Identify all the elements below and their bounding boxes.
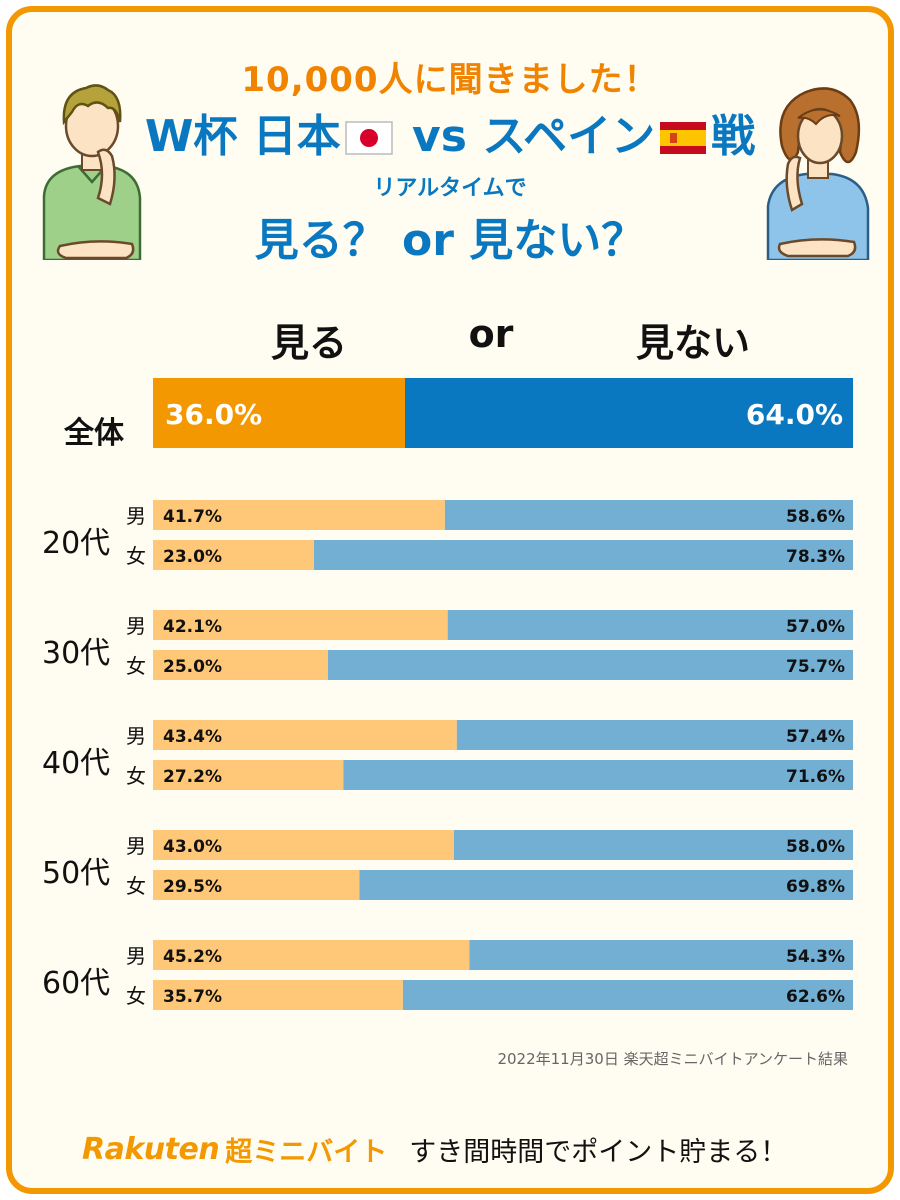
sex-label: 女 (126, 544, 146, 568)
total-watch-label: 36.0% (165, 398, 262, 431)
title-line-4: 見る？ or 見ない？ (254, 215, 646, 266)
not-watch-value-label: 69.8% (786, 877, 845, 897)
rakuten-logo: Rakuten (82, 1132, 220, 1167)
not-watch-bar (444, 500, 853, 530)
watch-value-label: 42.1% (163, 617, 222, 637)
watch-bar (153, 940, 470, 970)
total-not-watch-bar (405, 378, 853, 448)
not-watch-bar (454, 830, 853, 860)
sex-label: 女 (126, 764, 146, 788)
title-line-1: 10,000人に聞きました！ (241, 60, 659, 100)
infographic-card: 10,000人に聞きました！ W杯 日本 vs スペイン 戦 リアルタイムで 見る… (6, 6, 894, 1194)
watch-value-label: 29.5% (163, 877, 222, 897)
watch-bar (153, 830, 454, 860)
not-watch-value-label: 75.7% (786, 657, 845, 677)
watch-value-label: 25.0% (163, 657, 222, 677)
watch-bar (153, 650, 328, 680)
watch-value-label: 45.2% (163, 947, 222, 967)
watch-bar (153, 760, 344, 790)
title-line-2: W杯 日本 vs スペイン 戦 (12, 100, 888, 164)
watch-bar (153, 870, 360, 900)
total-label: 全体 (64, 416, 124, 451)
title-japan-text: W杯 日本 (144, 111, 341, 162)
not-watch-value-label: 62.6% (786, 987, 845, 1007)
watch-value-label: 35.7% (163, 987, 222, 1007)
not-watch-bar (469, 940, 853, 970)
title-match-text: 戦 (711, 111, 756, 162)
sex-label: 男 (126, 504, 146, 528)
not-watch-value-label: 58.0% (786, 837, 845, 857)
spain-flag-icon (660, 122, 707, 154)
sex-label: 男 (126, 614, 146, 638)
header-watch: 見る (270, 321, 348, 365)
not-watch-bar (359, 870, 853, 900)
not-watch-value-label: 57.4% (786, 727, 845, 747)
age-label-20代: 20代 (42, 526, 110, 561)
japan-flag-icon (344, 121, 393, 155)
not-watch-bar (447, 610, 853, 640)
thinking-woman-illustration (766, 87, 870, 260)
watch-value-label: 27.2% (163, 767, 222, 787)
not-watch-bar (402, 980, 853, 1010)
sex-label: 女 (126, 874, 146, 898)
thinking-man-illustration (42, 84, 142, 260)
sex-label: 男 (126, 724, 146, 748)
footer: Rakuten 超ミニバイト すき間時間でポイント貯まる！ (82, 1130, 787, 1169)
not-watch-value-label: 71.6% (786, 767, 845, 787)
watch-bar (153, 720, 457, 750)
sex-label: 女 (126, 654, 146, 678)
total-watch-bar (153, 378, 405, 448)
age-label-60代: 60代 (42, 966, 110, 1001)
not-watch-bar (328, 650, 853, 680)
brand-sub-logo: 超ミニバイト (225, 1137, 388, 1168)
age-label-30代: 30代 (42, 636, 110, 671)
sex-label: 男 (126, 834, 146, 858)
footer-tagline: すき間時間でポイント貯まる！ (409, 1137, 788, 1168)
header-not-watch: 見ない (635, 321, 751, 365)
not-watch-value-label: 57.0% (786, 617, 845, 637)
title-spain-text: vs スペイン (396, 111, 656, 162)
watch-value-label: 43.0% (163, 837, 222, 857)
watch-value-label: 23.0% (163, 547, 222, 567)
not-watch-value-label: 78.3% (786, 547, 845, 567)
watch-bar (153, 980, 403, 1010)
watch-bar (153, 540, 314, 570)
watch-value-label: 41.7% (163, 507, 222, 527)
watch-value-label: 43.4% (163, 727, 222, 747)
not-watch-value-label: 54.3% (786, 947, 845, 967)
total-not-watch-label: 64.0% (746, 398, 843, 431)
header-or: or (468, 312, 514, 356)
watch-bar (153, 500, 445, 530)
not-watch-bar (314, 540, 853, 570)
title-line-3: リアルタイムで (373, 176, 527, 201)
not-watch-bar (343, 760, 853, 790)
not-watch-value-label: 58.6% (786, 507, 845, 527)
not-watch-bar (456, 720, 853, 750)
source-note: 2022年11月30日 楽天超ミニバイトアンケート結果 (497, 1050, 848, 1068)
sex-label: 女 (126, 984, 146, 1008)
sex-label: 男 (126, 944, 146, 968)
watch-bar (153, 610, 448, 640)
age-label-50代: 50代 (42, 856, 110, 891)
age-label-40代: 40代 (42, 746, 110, 781)
